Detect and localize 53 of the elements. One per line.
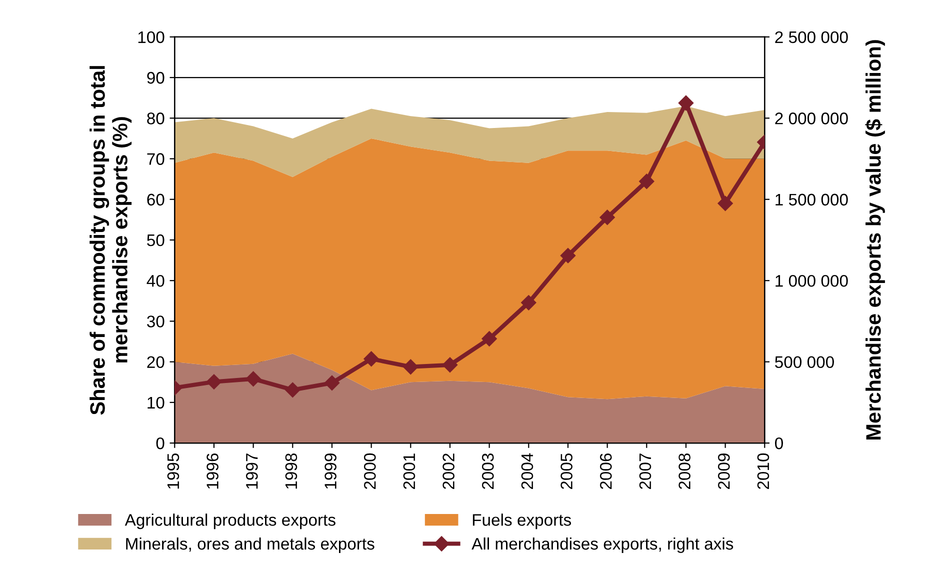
point [364,351,379,366]
x-tick-label: 1999 [324,454,336,489]
y-tick-label: 30 [147,316,164,328]
x-tick-label: 2001 [403,454,416,489]
point [718,196,733,211]
x-tick-label: 2005 [560,453,572,489]
y-tick-label: 0 [156,437,164,450]
y2-tick-label: 1 000 000 [776,274,848,287]
x-tick-label: 2003 [482,453,494,489]
y2-tick-label: 500 000 [775,356,834,368]
y-tick-label: 80 [147,112,164,124]
legend-label: Agricultural products exports [124,514,336,530]
x-tick-label: 2000 [364,453,376,489]
y-tick-label: 10 [148,396,164,409]
x-tick-label: 2004 [521,453,534,489]
x-tick-label: 2009 [718,454,730,489]
point [482,331,497,346]
point [285,382,300,398]
legend-label: Minerals, ores and metals exports [126,537,374,553]
x-tick-label: 1996 [206,453,218,489]
point [600,210,615,225]
y-tick-label: 100 [138,31,164,44]
y-tick-label: 70 [147,153,164,165]
point [324,375,340,391]
point [206,374,222,390]
x-tick-label: 1997 [246,454,258,489]
point [560,248,576,264]
x-tick-label: 2002 [442,454,454,489]
x-tick-label: 2007 [639,454,652,489]
y-tick-label: 60 [147,194,164,206]
x-tick-label: 1995 [167,453,180,489]
point [521,295,536,310]
x-tick-label: 2006 [600,453,612,489]
x-tick-label: 1998 [285,453,298,489]
y2-tick-label: 2 500 000 [775,31,848,44]
y2-tick-label: 2 000 000 [775,112,848,124]
legend-label: Fuels exports [472,514,572,530]
x-tick-label: 2008 [678,453,690,489]
y2-axis-title: Merchandise exports by value ($ million) [865,40,885,440]
y-tick-label: 40 [146,274,164,287]
legend-label: All merchandises exports, right axis [472,537,734,553]
point [403,359,418,374]
point [678,95,694,111]
y-tick-label: 20 [147,356,164,368]
y-tick-label: 50 [147,234,164,246]
y2-tick-label: 0 [775,437,783,450]
y-axis-title: Share of commodity groups in total merchandise exports (%) [90,66,132,415]
y2-tick-label: 1 500 000 [776,194,848,206]
x-tick-label: 2010 [757,453,770,489]
point [442,357,458,372]
point [246,371,261,386]
point [639,174,654,189]
y-tick-label: 90 [147,72,164,84]
